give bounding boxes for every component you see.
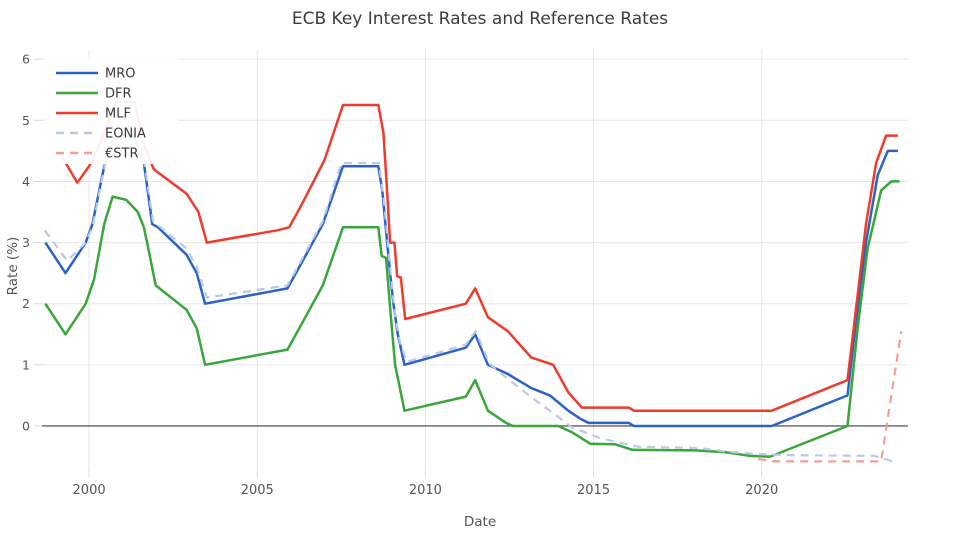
series-line-estr — [758, 331, 903, 463]
legend-label-mro: MRO — [105, 67, 135, 82]
legend-label-estr: €STR — [105, 147, 139, 162]
y-tick-label: 4 — [22, 174, 30, 189]
x-tick-label: 2005 — [241, 483, 274, 498]
x-axis-label: Date — [463, 514, 497, 530]
y-tick-label: 1 — [22, 357, 30, 372]
chart-title: ECB Key Interest Rates and Reference Rat… — [291, 9, 669, 29]
legend-label-mlf: MLF — [105, 107, 131, 122]
y-tick-label: 5 — [22, 113, 30, 128]
legend-label-dfr: DFR — [105, 87, 132, 102]
x-tick-label: 2010 — [409, 483, 442, 498]
x-tick-label: 2000 — [73, 483, 106, 498]
legend-bg — [46, 58, 178, 164]
series-line-mro — [44, 134, 898, 428]
legend-label-eonia: EONIA — [105, 127, 146, 142]
y-tick-label: 0 — [22, 418, 30, 433]
x-tick-label: 2015 — [577, 483, 610, 498]
x-tick-label: 2020 — [745, 483, 778, 498]
y-tick-label: 2 — [22, 296, 30, 311]
series-line-dfr — [44, 180, 900, 458]
y-axis-label: Rate (%) — [5, 236, 21, 296]
y-tick-label: 6 — [22, 52, 30, 67]
y-tick-label: 3 — [22, 235, 30, 250]
